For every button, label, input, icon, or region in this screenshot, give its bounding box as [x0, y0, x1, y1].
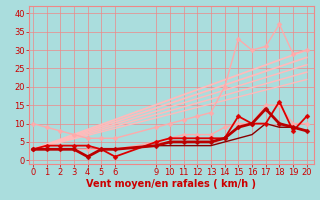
X-axis label: Vent moyen/en rafales ( km/h ): Vent moyen/en rafales ( km/h ) [86, 179, 256, 189]
